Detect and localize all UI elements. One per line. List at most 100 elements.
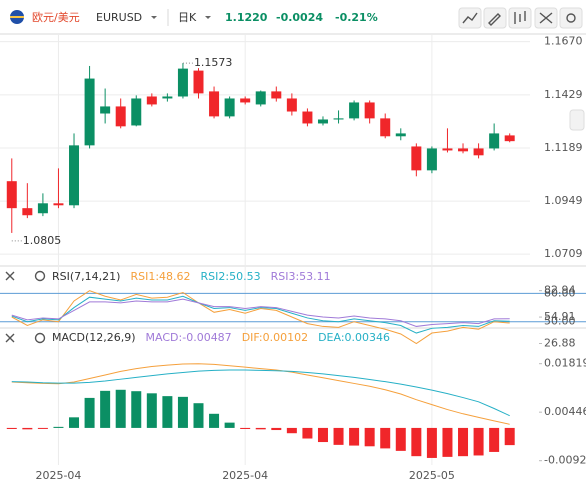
candle-body (100, 106, 111, 114)
candle-body (333, 118, 344, 120)
y-tick-label: 0.01819 (544, 357, 586, 370)
candle-body (411, 146, 422, 171)
histogram-bar (504, 427, 515, 446)
period[interactable]: 日K (178, 11, 197, 24)
candle-body (131, 98, 142, 126)
candle-body (37, 203, 48, 214)
settings-glyph (566, 13, 576, 23)
x-tick-label: 2025-05 (409, 469, 455, 482)
candle-body (302, 111, 313, 124)
histogram-bar (426, 427, 437, 458)
y-tick-label: 54.91 (544, 310, 576, 323)
y-tick-label: 26.88 (544, 337, 576, 350)
indicator-title: RSI(7,14,21) (52, 270, 120, 283)
candle-body (193, 70, 204, 94)
price-change-pct: -0.21% (335, 11, 378, 24)
histogram-bar (286, 427, 297, 434)
histogram-bar (193, 403, 204, 428)
legend-entry: MACD:-0.00487 (146, 331, 232, 344)
pair-name[interactable]: 欧元/美元 (32, 11, 80, 24)
candle-body (146, 96, 157, 105)
candle-body (115, 106, 126, 127)
candle-type-glyph (514, 11, 526, 24)
legend-entry: RSI1:48.62 (130, 270, 190, 283)
candle-body (364, 102, 375, 119)
reference-label: 80.00 (544, 286, 576, 299)
candle-body (473, 148, 484, 156)
histogram-bar (100, 390, 111, 428)
draw-button[interactable] (483, 7, 507, 29)
price-change: -0.0024 (276, 11, 323, 24)
legend-entry: DIF:0.00102 (242, 331, 308, 344)
candle-body (442, 148, 453, 151)
candle-body (504, 135, 515, 142)
histogram-bar (364, 427, 375, 447)
candle-body (224, 98, 235, 117)
histogram-bar (349, 427, 360, 446)
histogram-bar (37, 427, 48, 429)
histogram-bar (473, 427, 484, 456)
histogram-bar (6, 427, 17, 429)
candle-body (380, 118, 391, 137)
candle-body (162, 96, 173, 99)
histogram-bar (162, 396, 173, 428)
histogram-bar (333, 427, 344, 445)
toolbar: 欧元/美元 EURUSD 日K 1.1220 -0.0024 -0.21% (0, 7, 586, 35)
histogram-bar (22, 427, 33, 430)
indicator-line (11, 290, 510, 345)
candle-body (271, 91, 282, 99)
y-tick-label: 1.0949 (544, 194, 583, 207)
legend-entry: RSI2:50.53 (201, 270, 261, 283)
y-tick-label: 82.94 (544, 284, 576, 297)
histogram-bar (209, 413, 220, 428)
histogram-bar (53, 426, 64, 428)
annotation-label: 1.1573 (194, 56, 233, 69)
histogram-bar (395, 427, 406, 451)
histogram-bar (115, 389, 126, 428)
plot-area: 2025-04 2025-04 2025-05 1.1670 1.1429 1.1189 1… (0, 35, 586, 482)
y-tick-label: -0.00928 (544, 454, 586, 467)
close-rsi[interactable] (5, 271, 15, 281)
histogram-bar (458, 427, 469, 457)
histogram-bar (255, 427, 266, 430)
annotation-label: 1.0805 (23, 234, 62, 247)
candle-body (240, 98, 251, 103)
indicator-title: MACD(12,26,9) (52, 331, 136, 344)
period-dropdown[interactable] (205, 16, 211, 19)
settings-button[interactable] (559, 7, 583, 29)
symbol[interactable]: EURUSD (96, 11, 142, 24)
candle-body (458, 148, 469, 152)
candle-body (209, 91, 220, 117)
fullscreen-glyph (539, 12, 553, 24)
candle-body (349, 102, 360, 119)
histogram-bar (271, 427, 282, 431)
histogram-bar (302, 427, 313, 439)
candle-body (53, 203, 64, 206)
last-price: 1.1220 (225, 11, 268, 24)
candle-body (22, 208, 33, 216)
candle-body (317, 119, 328, 124)
symbol-dropdown[interactable] (151, 16, 157, 19)
indicator-glyph (462, 12, 478, 24)
histogram-bar (317, 427, 328, 443)
candle-body (69, 145, 80, 206)
y-tick-label: 1.1670 (544, 35, 583, 48)
y-tick-label: 1.1429 (544, 88, 583, 101)
y-tick-label: 0.00446 (544, 405, 586, 418)
legend-entry: RSI3:53.11 (271, 270, 331, 283)
macd-settings[interactable] (34, 332, 46, 344)
rsi-settings[interactable] (34, 270, 46, 282)
close-macd[interactable] (5, 333, 15, 343)
candle-body (489, 133, 500, 149)
draw-glyph (488, 13, 501, 26)
sidebar-toggle[interactable] (569, 109, 585, 131)
reference-label: 50.00 (544, 315, 576, 328)
histogram-bar (146, 393, 157, 428)
histogram-bar (131, 391, 142, 428)
candle-body (84, 78, 95, 146)
indicator-line (11, 369, 510, 417)
x-tick-label: 2025-04 (35, 469, 81, 482)
histogram-bar (240, 427, 251, 429)
